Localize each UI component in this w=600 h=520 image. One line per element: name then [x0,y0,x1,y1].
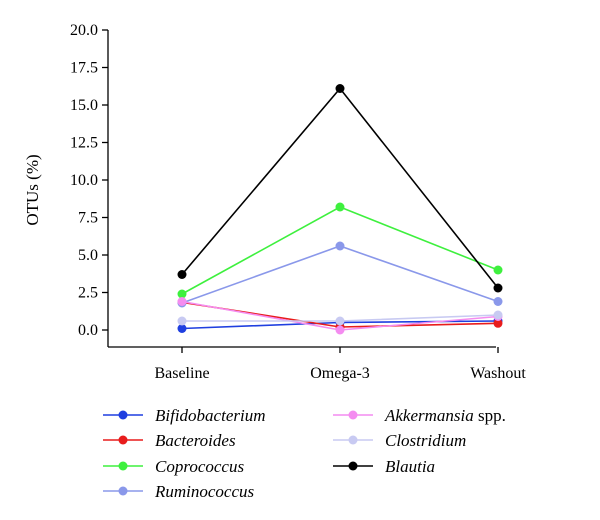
data-point [493,318,503,328]
data-point [177,324,187,333]
x-tick-label: Omega-3 [310,365,370,382]
series-clostridium [177,310,503,326]
y-tick-label: 12.5 [70,135,98,152]
legend-series-name: Ruminococcus [154,482,255,501]
legend-label: Akkermansia spp. [384,406,506,425]
series-akkermansia [177,297,503,335]
series-line [181,87,499,289]
x-tick-label: Baseline [154,365,209,382]
y-tick-label: 10.0 [70,172,98,189]
legend-swatch-marker [118,486,128,496]
data-point [335,325,345,335]
y-ticks: 0.0 2.5 5.0 7.5 10.0 12.5 15.0 17.5 20.0 [70,22,108,339]
data-point [493,265,503,275]
legend-item: Coprococcus [103,457,244,476]
data-point [335,84,345,93]
data-point [493,283,503,293]
data-point [493,297,503,306]
legend-item: Ruminococcus [103,482,255,501]
legend-series-suffix: spp. [474,406,506,425]
legend-label: Bacteroides [155,431,236,450]
legend-swatch-marker [118,410,128,420]
data-point [177,316,187,326]
legend-swatch-marker [118,435,128,445]
y-tick-label: 7.5 [78,210,98,227]
legend-label: Blautia [385,457,435,476]
data-point [493,310,503,320]
legend-label: Bifidobacterium [155,406,265,425]
series-blautia [177,84,503,293]
data-point [177,270,187,279]
data-point [335,316,345,326]
y-axis-title: OTUs (%) [23,154,42,225]
legend-item: Bacteroides [103,431,236,450]
legend-label: Clostridium [385,431,466,450]
legend-series-name: Bacteroides [155,431,236,450]
y-tick-label: 20.0 [70,22,98,39]
series-coprococcus [177,202,503,299]
axes [107,30,496,348]
data-point [335,241,345,251]
legend: Bifidobacterium Bacteroides Coprococcus Rum… [103,406,506,501]
legend-item: Akkermansia spp. [333,406,506,425]
series-line [181,245,499,304]
legend-label: Ruminococcus [154,482,255,501]
y-tick-label: 5.0 [78,247,98,264]
legend-item: Blautia [333,457,435,476]
data-point [177,297,187,306]
legend-swatch-marker [348,435,358,445]
data-point [335,202,345,212]
legend-swatch-marker [348,461,358,471]
data-point [177,289,187,299]
legend-series-name: Akkermansia [384,406,474,425]
legend-swatch-marker [118,461,128,471]
x-ticks: Baseline Omega-3 Washout [154,347,526,382]
y-tick-label: 0.0 [78,322,98,339]
y-tick-label: 2.5 [78,285,98,302]
legend-series-name: Blautia [385,457,435,476]
series-layer [177,84,503,335]
legend-series-name: Clostridium [385,431,466,450]
y-tick-label: 15.0 [70,97,98,114]
legend-series-name: Coprococcus [155,457,244,476]
series-ruminococcus [177,241,503,308]
legend-item: Bifidobacterium [103,406,265,425]
legend-label: Coprococcus [155,457,244,476]
legend-item: Clostridium [333,431,466,450]
x-tick-label: Washout [470,365,526,382]
legend-swatch-marker [348,410,358,420]
legend-series-name: Bifidobacterium [155,406,265,425]
y-tick-label: 17.5 [70,60,98,77]
